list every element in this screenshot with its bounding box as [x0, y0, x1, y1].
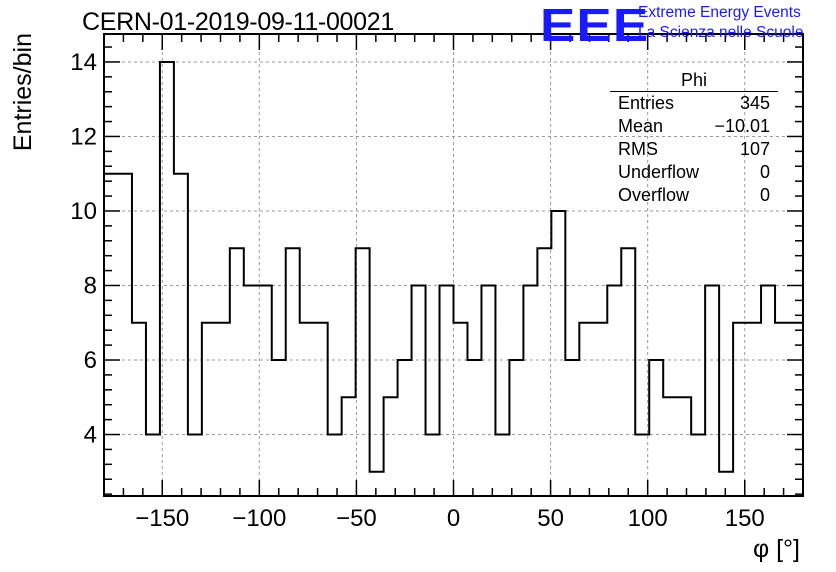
y-tick-label: 4 — [84, 422, 97, 449]
stats-title: Phi — [610, 70, 778, 92]
stats-row-mean: Mean −10.01 — [610, 115, 778, 138]
stats-value: −10.01 — [714, 116, 770, 136]
y-tick-label: 12 — [70, 123, 97, 150]
stats-key: Overflow — [618, 185, 690, 205]
stats-row-overflow: Overflow 0 — [610, 184, 778, 207]
x-tick-label: −100 — [232, 505, 286, 532]
stats-row-rms: RMS 107 — [610, 138, 778, 161]
stats-key: Mean — [618, 116, 664, 136]
stats-value: 0 — [759, 162, 770, 182]
stats-key: RMS — [618, 139, 658, 159]
y-tick-label: 14 — [70, 49, 97, 76]
x-tick-label: 150 — [725, 505, 765, 532]
stats-key: Entries — [618, 93, 675, 113]
x-tick-label: 50 — [537, 505, 564, 532]
eee-logo: EEE — [540, 0, 650, 51]
y-axis-label: Entries/bin — [9, 33, 37, 151]
logo-caption-line-1: Extreme Energy Events — [638, 4, 801, 21]
plot-frame — [103, 33, 804, 497]
logo-caption: Extreme Energy Events La Scienza nelle S… — [638, 3, 803, 43]
y-tick-label: 8 — [84, 272, 97, 299]
grid-lines — [104, 34, 803, 496]
stats-value: 345 — [739, 93, 770, 113]
x-tick-label: −50 — [336, 505, 377, 532]
stats-row-underflow: Underflow 0 — [610, 161, 778, 184]
stats-value: 0 — [759, 185, 770, 205]
x-axis-label: φ [°] — [753, 535, 800, 563]
run-title: CERN-01-2019-09-11-00021 — [82, 8, 394, 36]
tick-labels: −150 −100 −50 0 50 100 150 4 6 8 10 12 14 — [70, 49, 764, 532]
histogram-step-line — [104, 60, 803, 473]
x-tick-label: 0 — [447, 505, 460, 532]
x-tick-label: −150 — [135, 505, 189, 532]
stats-value: 107 — [739, 139, 770, 159]
stats-row-entries: Entries 345 — [610, 92, 778, 115]
x-tick-label: 100 — [628, 505, 668, 532]
stats-key: Underflow — [618, 162, 700, 182]
y-tick-label: 6 — [84, 347, 97, 374]
y-tick-label: 10 — [70, 198, 97, 225]
stats-box: Phi Entries 345 Mean −10.01 RMS 107 Unde… — [610, 70, 778, 207]
logo-caption-line-2: La Scienza nelle Scuole — [638, 24, 804, 41]
